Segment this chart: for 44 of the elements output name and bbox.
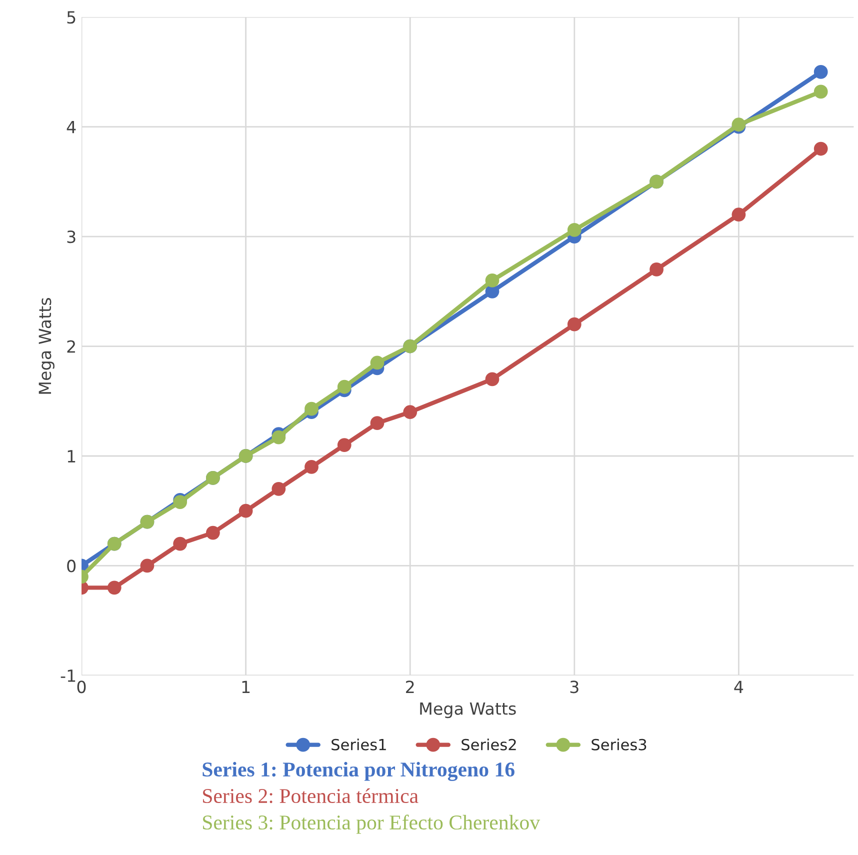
text: Series 2: Potencia térmica [203,788,418,804]
x-tick-label: 3 [570,680,578,694]
point [337,380,352,394]
point [107,580,122,595]
point [370,416,384,430]
point [304,402,318,416]
point [650,262,664,276]
text: Series 1: Potencia por Nitrogeno 16 [202,762,514,781]
point [173,536,188,551]
point [732,208,746,222]
point [272,430,286,444]
point [206,526,220,540]
point [814,65,828,79]
point [173,495,188,510]
y-tick-label: 1 [68,450,76,462]
point [814,142,828,156]
y-tick-label: -1 [60,670,76,682]
y-tick-label: 2 [67,340,75,353]
point [567,223,582,237]
x-tick-label: 2 [406,680,414,693]
x-tick-label: 1 [242,680,250,693]
point [272,482,286,496]
point [814,84,828,99]
point [403,405,418,420]
y-tick-label: 0 [67,560,76,572]
point [238,504,253,518]
point [304,460,318,474]
y-tick-label: 4 [66,121,76,134]
x-axis-title: Mega Watts [420,702,516,718]
legend-label: Series2 [462,738,516,750]
point [370,356,384,370]
y-tick-label: 5 [67,11,76,24]
text: Series 3: Potencia por Efecto Cherenkov [203,814,540,834]
legend-label: Series3 [592,738,646,750]
point [567,317,582,332]
point [140,558,154,573]
point [485,273,500,288]
point [485,372,500,386]
y-axis-title: Mega Watts [38,298,54,394]
x-tick-label: 4 [734,680,744,693]
legend-label: Series1 [332,738,386,750]
x-tick-label: 0 [77,680,86,694]
y-tick-label: 3 [67,230,76,244]
point [337,438,352,452]
